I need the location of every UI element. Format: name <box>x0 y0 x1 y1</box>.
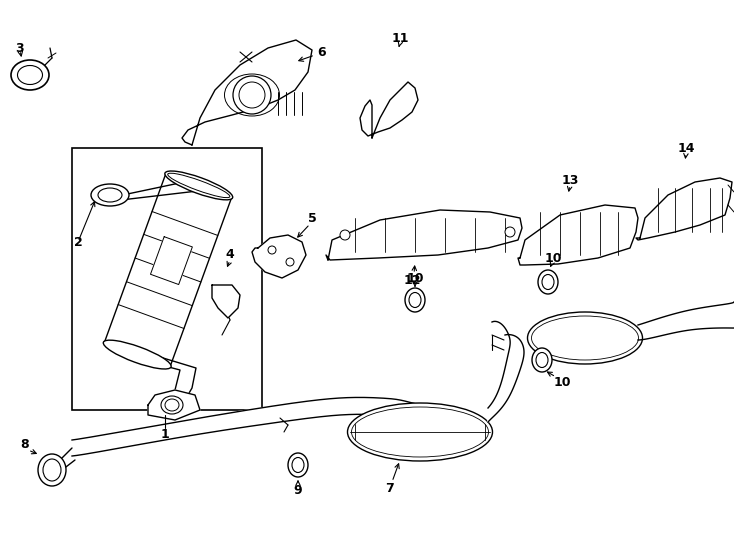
Text: 10: 10 <box>553 375 571 388</box>
Ellipse shape <box>347 403 493 461</box>
Ellipse shape <box>98 188 122 202</box>
Ellipse shape <box>292 457 304 472</box>
Polygon shape <box>129 353 196 408</box>
Text: 8: 8 <box>21 438 29 451</box>
Ellipse shape <box>165 399 179 411</box>
Ellipse shape <box>532 348 552 372</box>
Text: 10: 10 <box>406 272 424 285</box>
Polygon shape <box>360 82 418 138</box>
Polygon shape <box>636 178 732 240</box>
Text: 2: 2 <box>73 235 82 248</box>
Ellipse shape <box>528 312 642 364</box>
Ellipse shape <box>165 171 233 200</box>
Text: 6: 6 <box>318 45 327 58</box>
Polygon shape <box>104 173 232 367</box>
Text: 7: 7 <box>385 482 394 495</box>
Ellipse shape <box>409 293 421 307</box>
Polygon shape <box>148 390 200 420</box>
Ellipse shape <box>11 60 49 90</box>
Ellipse shape <box>168 173 230 198</box>
Text: 9: 9 <box>294 483 302 496</box>
Ellipse shape <box>405 288 425 312</box>
Text: 1: 1 <box>161 429 170 442</box>
Ellipse shape <box>340 230 350 240</box>
Ellipse shape <box>43 459 61 481</box>
Ellipse shape <box>538 270 558 294</box>
Polygon shape <box>182 40 312 145</box>
Ellipse shape <box>38 454 66 486</box>
Text: 3: 3 <box>15 42 24 55</box>
Text: 5: 5 <box>308 212 316 225</box>
Polygon shape <box>518 205 638 265</box>
Ellipse shape <box>18 65 43 84</box>
Polygon shape <box>252 235 306 278</box>
Polygon shape <box>488 321 524 422</box>
Polygon shape <box>150 237 192 285</box>
Text: 11: 11 <box>391 31 409 44</box>
Ellipse shape <box>286 258 294 266</box>
Ellipse shape <box>268 246 276 254</box>
Ellipse shape <box>505 227 515 237</box>
Ellipse shape <box>161 396 183 414</box>
Ellipse shape <box>103 340 171 369</box>
Ellipse shape <box>233 76 271 114</box>
Text: 14: 14 <box>677 141 695 154</box>
Polygon shape <box>212 285 240 318</box>
Text: 12: 12 <box>403 273 421 287</box>
Text: 10: 10 <box>544 252 562 265</box>
Polygon shape <box>72 397 420 456</box>
Ellipse shape <box>91 184 129 206</box>
Text: 13: 13 <box>562 173 578 186</box>
Polygon shape <box>326 210 522 260</box>
Text: 4: 4 <box>225 248 234 261</box>
Polygon shape <box>638 302 734 340</box>
Ellipse shape <box>542 274 554 289</box>
Ellipse shape <box>288 453 308 477</box>
Bar <box>72 148 262 410</box>
Ellipse shape <box>536 353 548 368</box>
Ellipse shape <box>239 82 265 108</box>
